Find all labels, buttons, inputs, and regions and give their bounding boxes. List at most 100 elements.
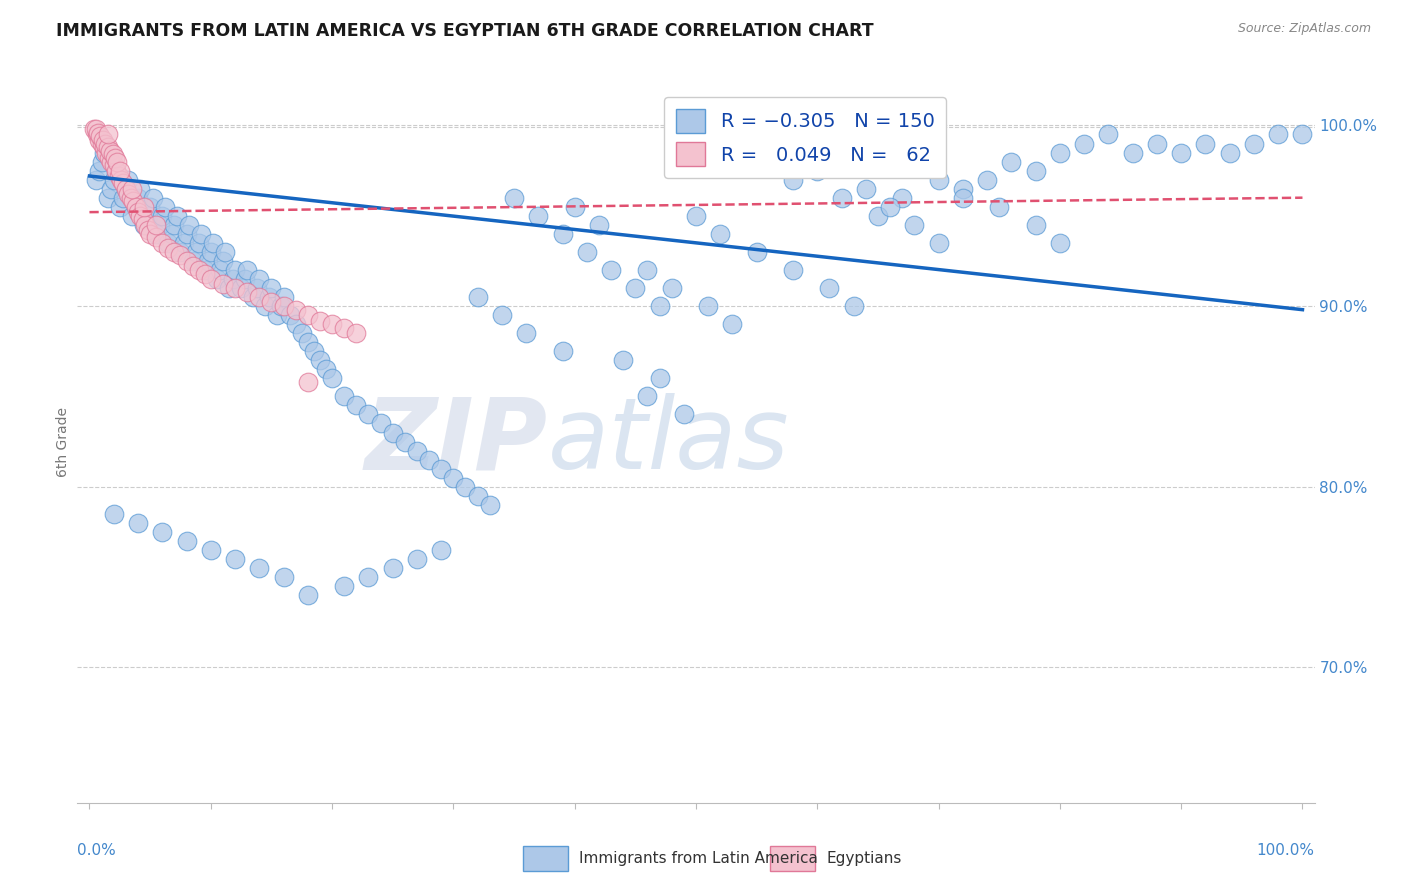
Point [636,389,658,403]
Point [89,163,111,178]
Point [478,498,501,512]
Point [721,317,744,331]
Point [1267,128,1289,142]
Point [551,344,574,359]
Point [89,133,111,147]
Point [229,281,252,295]
Point [110,172,132,186]
Point [112,176,135,190]
Point [672,408,695,422]
Point [333,320,356,334]
Point [831,191,853,205]
Y-axis label: 6th Grade: 6th Grade [56,407,70,476]
Point [273,290,295,304]
Point [176,253,198,268]
Point [150,235,173,250]
Point [112,191,135,205]
Point [344,398,367,412]
Point [91,133,114,147]
Point [242,290,264,304]
Point [129,181,152,195]
Point [224,281,246,295]
Point [1243,136,1265,151]
Point [260,281,283,295]
Point [100,181,122,195]
Point [100,154,122,169]
Point [1219,145,1241,160]
Point [101,147,124,161]
Point [122,194,145,209]
Point [127,205,149,219]
Point [84,122,107,136]
Point [928,235,950,250]
Point [218,281,240,295]
Text: ZIP: ZIP [364,393,547,490]
Point [194,263,217,277]
Text: 0.0%: 0.0% [77,843,117,857]
Point [988,200,1011,214]
Point [169,248,191,262]
Point [418,452,440,467]
Point [90,136,112,151]
Point [163,218,186,232]
Point [270,299,292,313]
Point [108,200,131,214]
Point [120,191,142,205]
Point [454,480,477,494]
Point [166,209,188,223]
Point [190,227,212,241]
Point [333,389,356,403]
Point [104,151,127,165]
Point [648,299,671,313]
Point [89,129,111,144]
Point [84,172,107,186]
Point [284,302,307,317]
Point [467,290,489,304]
Point [315,362,337,376]
Point [127,516,149,530]
Point [103,172,125,186]
Point [952,191,974,205]
Point [866,209,889,223]
Text: Egyptians: Egyptians [827,851,903,866]
Point [297,375,319,389]
Point [661,281,683,295]
Point [1170,145,1192,160]
Point [141,191,163,205]
Point [357,408,380,422]
Point [150,209,173,223]
Point [855,181,877,195]
Point [97,140,120,154]
Point [221,272,243,286]
Point [491,308,513,322]
Point [745,244,768,259]
Point [93,140,115,154]
Point [1000,154,1022,169]
Point [214,244,236,259]
Point [105,163,128,178]
Point [163,244,186,259]
Point [87,126,110,140]
Point [94,136,117,151]
Point [181,260,204,274]
Point [551,227,574,241]
Point [105,154,128,169]
Point [806,163,828,178]
Point [575,244,598,259]
Point [117,187,139,202]
Point [176,227,198,241]
Point [297,335,319,350]
Point [96,145,118,160]
Point [107,169,129,183]
Point [818,281,841,295]
Point [441,470,464,484]
Point [291,326,314,340]
Point [273,570,295,584]
Point [357,570,380,584]
Point [527,209,550,223]
FancyBboxPatch shape [770,847,815,871]
Point [685,209,707,223]
Point [90,154,112,169]
Point [297,588,319,602]
Point [1097,128,1119,142]
